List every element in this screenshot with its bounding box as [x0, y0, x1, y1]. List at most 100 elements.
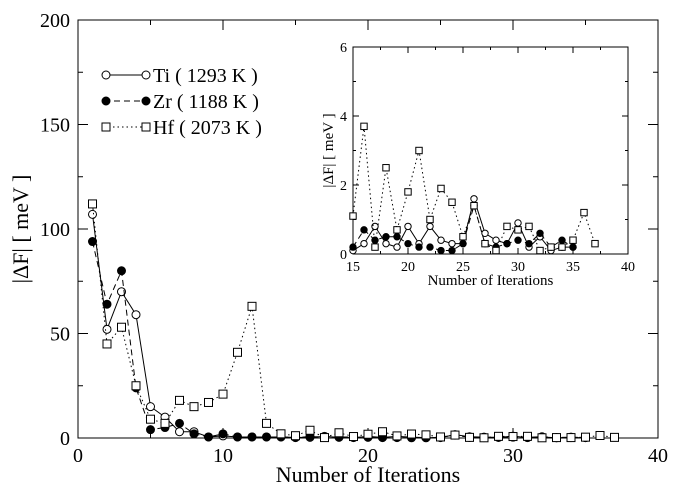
legend-entry: Ti ( 1293 K ): [101, 65, 258, 87]
inset-data-point: [547, 243, 555, 251]
main-data-point: [450, 430, 460, 440]
main-data-point: [189, 402, 199, 412]
inset-data-point: [371, 236, 379, 244]
main-data-point: [262, 432, 271, 442]
main-data-point: [117, 322, 126, 332]
main-series-2: [88, 199, 619, 443]
main-data-point: [566, 433, 576, 443]
inset-x-tick-label: 30: [511, 260, 525, 275]
inset-data-point: [360, 239, 368, 248]
inset-data-point: [503, 222, 511, 231]
inset-data-point: [459, 233, 467, 241]
main-data-point: [175, 418, 184, 428]
main-data-point: [102, 324, 112, 334]
inset-series-line: [352, 126, 596, 252]
main-data-point: [407, 429, 416, 439]
main-data-point: [117, 266, 126, 276]
main-data-point: [334, 428, 344, 438]
inset-data-point: [349, 243, 357, 251]
main-y-tick-label: 150: [40, 115, 70, 137]
legend-marker: [101, 122, 111, 132]
main-data-point: [276, 429, 286, 439]
main-data-point: [291, 431, 300, 441]
inset-data-point: [525, 239, 533, 248]
inset-panel: 15 20 25 30 35 40 0 2 4 6 Number of Iterations |ΔF|…: [321, 41, 635, 289]
main-y-tick-label: 0: [60, 428, 70, 450]
main-data-point: [378, 427, 387, 437]
main-data-point: [610, 432, 619, 442]
inset-data-point: [514, 236, 522, 244]
legend-entry: Zr ( 1188 K ): [101, 91, 259, 113]
main-data-point: [436, 432, 445, 442]
inset-x-axis-title: Number of Iterations: [428, 273, 554, 289]
inset-data-point: [569, 236, 577, 244]
inset-y-tick-label: 2: [340, 179, 347, 194]
main-data-point: [175, 395, 184, 405]
main-data-point: [160, 418, 170, 428]
legend-marker: [101, 96, 111, 106]
main-data-point: [421, 430, 431, 440]
main-data-point: [552, 433, 561, 443]
inset-x-tick-label: 40: [621, 260, 635, 275]
inset-data-point: [514, 226, 522, 234]
main-data-point: [581, 432, 590, 442]
inset-data-point: [382, 233, 390, 241]
main-data-point: [392, 431, 402, 441]
main-data-point: [305, 425, 315, 435]
main-data-point: [494, 431, 503, 441]
main-x-tick-label: 30: [503, 445, 523, 467]
inset-data-point: [415, 243, 423, 251]
main-data-point: [88, 237, 97, 247]
main-data-point: [247, 301, 257, 311]
main-x-tick-label: 20: [358, 445, 378, 467]
main-data-point: [146, 425, 155, 435]
inset-data-point: [415, 146, 423, 155]
inset-data-point: [448, 246, 456, 255]
inset-data-point: [437, 236, 445, 244]
main-data-point: [218, 389, 228, 399]
main-data-point: [88, 209, 97, 219]
main-x-axis-title: Number of Iterations: [276, 462, 461, 486]
inset-data-point: [393, 226, 401, 234]
inset-y-tick-label: 0: [340, 248, 347, 263]
main-y-tick-label: 50: [50, 324, 70, 346]
main-data-point: [204, 397, 213, 407]
inset-data-point: [481, 229, 489, 238]
legend-marker: [141, 70, 151, 80]
legend: Ti ( 1293 K ) Zr ( 1188 K ) Hf ( 2073 K ): [101, 65, 262, 139]
legend-label: Zr ( 1188 K ): [153, 91, 259, 113]
inset-y-tick-label: 4: [340, 110, 347, 125]
inset-x-tick-label: 35: [566, 260, 580, 275]
main-data-point: [189, 429, 199, 439]
inset-data-point: [426, 243, 434, 251]
main-y-axis-title: |ΔF| [ meV ]: [8, 175, 33, 284]
main-data-point: [218, 429, 228, 439]
main-x-tick-label: 0: [73, 445, 83, 467]
inset-frame: [352, 46, 629, 255]
inset-y-tick-label: 6: [340, 41, 347, 56]
inset-data-point: [371, 243, 379, 251]
inset-x-tick-label: 15: [346, 260, 360, 275]
main-series-line: [92, 214, 586, 439]
inset-data-point: [569, 243, 577, 251]
inset-data-point: [448, 239, 456, 248]
legend-marker: [141, 122, 151, 132]
inset-data-point: [514, 219, 522, 227]
main-y-tick-label: 100: [40, 219, 70, 241]
inset-data-point: [492, 246, 500, 255]
main-data-point: [102, 299, 112, 309]
main-data-point: [508, 432, 518, 442]
main-data-point: [233, 347, 242, 357]
inset-data-point: [404, 222, 412, 231]
main-data-point: [131, 381, 141, 391]
inset-data-point: [558, 236, 566, 244]
main-y-tick-label: 200: [40, 10, 70, 32]
legend-marker: [141, 96, 151, 106]
inset-y-axis-title: |ΔF| [ meV ]: [321, 113, 337, 187]
main-data-point: [146, 414, 155, 424]
main-data-point: [262, 418, 271, 428]
inset-data-point: [536, 246, 544, 255]
inset-data-point: [525, 222, 533, 231]
inset-data-point: [492, 236, 500, 244]
